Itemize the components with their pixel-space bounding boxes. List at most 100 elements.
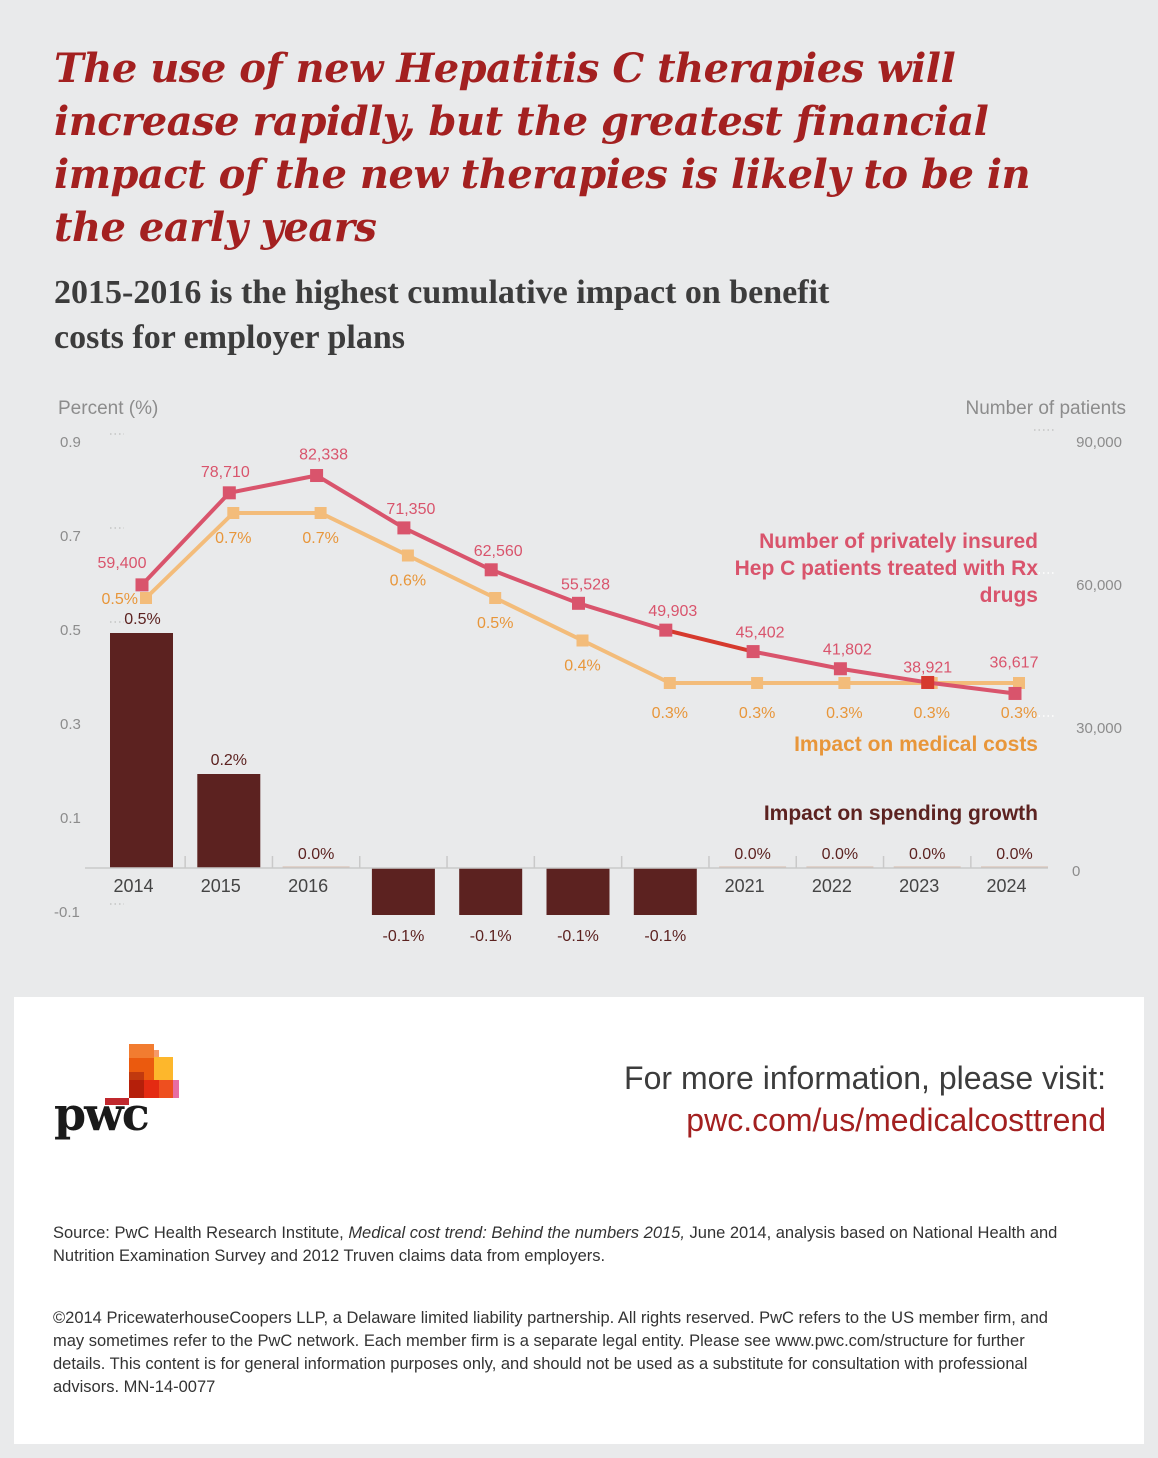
medical-costs-data-label: 0.3%: [826, 705, 862, 722]
spending-growth-bar: [197, 774, 261, 868]
patients-marker: [746, 645, 760, 659]
x-axis-category-label: 2022: [812, 876, 852, 896]
patients-line-segment: [925, 680, 1017, 696]
left-axis-tick-label: 0.5: [60, 622, 81, 639]
patients-line-segment: [489, 567, 581, 606]
patients-line-segment: [838, 666, 930, 685]
medical-costs-marker: [663, 677, 676, 689]
pwc-logo: [105, 1032, 219, 1142]
legend-medical-label: Impact on medical costs: [794, 733, 1038, 756]
spending-growth-bar: [546, 868, 610, 915]
spending-growth-data-label: -0.1%: [557, 928, 599, 945]
source-note: Source: PwC Health Research Institute, M…: [53, 1222, 1123, 1268]
x-axis-category-label: 2016: [288, 876, 328, 896]
patients-line-segment: [401, 525, 494, 572]
patients-line-segment: [576, 601, 668, 633]
left-axis-tick-label: 0.1: [60, 810, 81, 827]
more-info-lead: For more information, please visit:: [624, 1060, 1106, 1096]
patients-marker: [397, 521, 411, 535]
patients-data-label: 38,921: [903, 659, 952, 676]
patients-data-label: 55,528: [561, 576, 610, 593]
x-axis-category-label: 2021: [725, 876, 765, 896]
patients-line-segment: [314, 473, 406, 530]
legal-notice: ©2014 PricewaterhouseCoopers LLP, a Dela…: [53, 1309, 1048, 1396]
more-info: For more information, please visit: pwc.…: [624, 1057, 1106, 1141]
spending-growth-data-label: -0.1%: [470, 928, 512, 945]
left-axis-title: Percent (%): [58, 398, 159, 419]
patients-marker: [310, 469, 324, 483]
patients-data-label: 41,802: [823, 642, 872, 659]
patients-marker: [659, 623, 673, 637]
right-axis-title: Number of patients: [965, 398, 1126, 419]
legend-spending-label: Impact on spending growth: [763, 802, 1038, 825]
medical-costs-data-label: 0.3%: [739, 705, 775, 722]
left-axis-tick-label: 0.3: [60, 716, 81, 733]
right-axis-tick-label: 0: [1072, 863, 1080, 880]
patients-marker: [1008, 686, 1022, 700]
patients-data-label: 62,560: [474, 543, 523, 560]
spending-growth-data-label: -0.1%: [644, 928, 686, 945]
medical-costs-data-label: 0.5%: [102, 591, 138, 608]
medical-costs-marker: [751, 677, 764, 689]
medical-costs-data-label: 0.4%: [564, 658, 600, 675]
spending-growth-data-label: 0.0%: [909, 846, 945, 863]
medical-costs-marker: [314, 507, 327, 519]
medical-costs-data-label: 0.5%: [477, 615, 513, 632]
patients-marker: [135, 578, 149, 592]
medical-costs-data-label: 0.6%: [390, 573, 426, 590]
x-axis-category-label: 2023: [899, 876, 939, 896]
spending-growth-bar: [371, 868, 435, 915]
medical-costs-marker: [401, 549, 414, 562]
patients-marker: [222, 486, 236, 500]
patients-line-segment: [663, 628, 756, 654]
medical-costs-marker: [1013, 677, 1025, 689]
patients-data-label: 59,400: [98, 555, 147, 572]
source-suffix: June 2014, analysis based on National He…: [53, 1224, 1058, 1265]
medical-costs-data-label: 0.3%: [1001, 705, 1037, 722]
legend-patients-label: Number of privately insured Hep C patien…: [734, 530, 1038, 607]
patients-data-label: 71,350: [386, 501, 435, 518]
patients-marker: [484, 563, 498, 577]
patients-line-segment: [140, 490, 232, 587]
patients-data-label: 82,338: [299, 447, 348, 464]
patients-data-label: 78,710: [201, 464, 250, 481]
right-axis-tick-label: 60,000: [1076, 577, 1122, 594]
spending-growth-bar: [633, 868, 697, 915]
medical-costs-marker: [489, 592, 502, 604]
source-prefix: Source: PwC Health Research Institute,: [53, 1224, 349, 1242]
left-axis-tick-label: 0.9: [60, 434, 81, 451]
medical-costs-data-label: 0.3%: [913, 705, 949, 722]
spending-growth-data-label: 0.0%: [996, 846, 1032, 863]
right-axis-tick-label: 90,000: [1076, 434, 1122, 451]
subheadline: 2015-2016 is the highest cumulative impa…: [54, 274, 830, 356]
combo-chart: 0.9 0.7 0.5 0.3 0.1 -0.1 90,000 60,000 30,000 0 0…: [54, 429, 1122, 945]
patients-marker: [921, 675, 935, 689]
spending-growth-data-label: -0.1%: [383, 928, 425, 945]
medical-costs-data-label: 0.7%: [302, 530, 338, 547]
spending-growth-data-label: 0.0%: [822, 846, 858, 863]
spending-growth-bar: [459, 868, 523, 915]
medical-costs-data-label: 0.7%: [215, 530, 251, 547]
footer-panel: pwc For more information, please visit: …: [14, 997, 1144, 1444]
medical-cost-trend-link[interactable]: pwc.com/us/medicalcosttrend: [686, 1102, 1106, 1138]
headline: The use of new Hepatitis C therapies wil…: [54, 45, 1031, 251]
medical-costs-marker: [576, 634, 589, 647]
spending-growth-data-label: 0.0%: [298, 846, 334, 863]
spending-growth-data-label: 0.0%: [734, 846, 770, 863]
patients-marker: [833, 662, 847, 676]
patients-data-label: 36,617: [990, 654, 1039, 671]
patients-data-label: 45,402: [736, 625, 785, 642]
x-axis-category-label: 2015: [201, 876, 241, 896]
patients-line-segment: [751, 649, 843, 671]
medical-costs-data-label: 0.3%: [652, 705, 688, 722]
pwc-wordmark: pwc: [54, 1087, 150, 1141]
x-axis-category-label: 2024: [986, 876, 1026, 896]
medical-costs-marker: [838, 677, 851, 689]
patients-marker: [572, 596, 585, 610]
x-axis-category-label: 2014: [113, 876, 153, 896]
patients-line-segment: [227, 473, 319, 495]
right-axis-tick-label: 30,000: [1076, 720, 1122, 737]
source-title: Medical cost trend: Behind the numbers 2…: [348, 1224, 685, 1242]
spending-growth-data-label: 0.5%: [124, 611, 160, 628]
medical-costs-marker: [227, 507, 240, 519]
